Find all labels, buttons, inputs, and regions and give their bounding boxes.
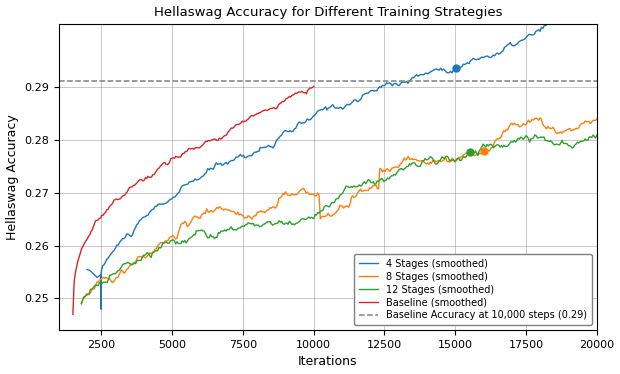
4 Stages (smoothed) [97,307,105,311]
Baseline (smoothed) [114,197,122,202]
8 Stages (smoothed) [140,254,147,258]
8 Stages (smoothed) [78,301,85,306]
Y-axis label: Hellaswag Accuracy: Hellaswag Accuracy [6,114,19,240]
12 Stages (smoothed) [453,157,460,162]
Baseline (smoothed) [84,236,91,241]
Baseline Accuracy at 10,000 steps (0.29) [27,79,34,83]
8 Stages (smoothed) [281,190,289,194]
Baseline (smoothed) [69,312,77,316]
12 Stages (smoothed) [140,253,147,257]
Line: Baseline (smoothed): Baseline (smoothed) [73,86,314,314]
8 Stages (smoothed) [246,214,253,218]
12 Stages (smoothed) [531,133,539,137]
Baseline (smoothed) [290,93,297,97]
Baseline Accuracy at 10,000 steps (0.29) [27,79,34,83]
4 Stages (smoothed) [122,235,129,239]
Baseline (smoothed) [133,181,141,185]
12 Stages (smoothed) [450,157,457,162]
12 Stages (smoothed) [78,301,85,306]
Line: 4 Stages (smoothed): 4 Stages (smoothed) [87,1,597,309]
4 Stages (smoothed) [277,134,284,138]
12 Stages (smoothed) [593,133,601,137]
Baseline (smoothed) [310,84,317,89]
Line: 8 Stages (smoothed): 8 Stages (smoothed) [81,118,597,304]
4 Stages (smoothed) [593,0,601,3]
Baseline (smoothed) [298,89,305,94]
4 Stages (smoothed) [389,83,396,88]
12 Stages (smoothed) [281,221,289,226]
8 Stages (smoothed) [402,158,409,162]
4 Stages (smoothed) [83,267,91,272]
8 Stages (smoothed) [593,117,601,121]
Baseline (smoothed) [79,245,86,249]
4 Stages (smoothed) [409,75,416,80]
X-axis label: Iterations: Iterations [298,355,358,368]
12 Stages (smoothed) [402,165,409,170]
Title: Hellaswag Accuracy for Different Training Strategies: Hellaswag Accuracy for Different Trainin… [154,6,502,19]
8 Stages (smoothed) [453,159,460,163]
Line: 12 Stages (smoothed): 12 Stages (smoothed) [81,135,597,304]
4 Stages (smoothed) [434,67,441,72]
12 Stages (smoothed) [246,221,253,226]
4 Stages (smoothed) [564,15,571,20]
Legend: 4 Stages (smoothed), 8 Stages (smoothed), 12 Stages (smoothed), Baseline (smooth: 4 Stages (smoothed), 8 Stages (smoothed)… [354,254,592,325]
8 Stages (smoothed) [450,157,457,162]
8 Stages (smoothed) [536,116,544,120]
